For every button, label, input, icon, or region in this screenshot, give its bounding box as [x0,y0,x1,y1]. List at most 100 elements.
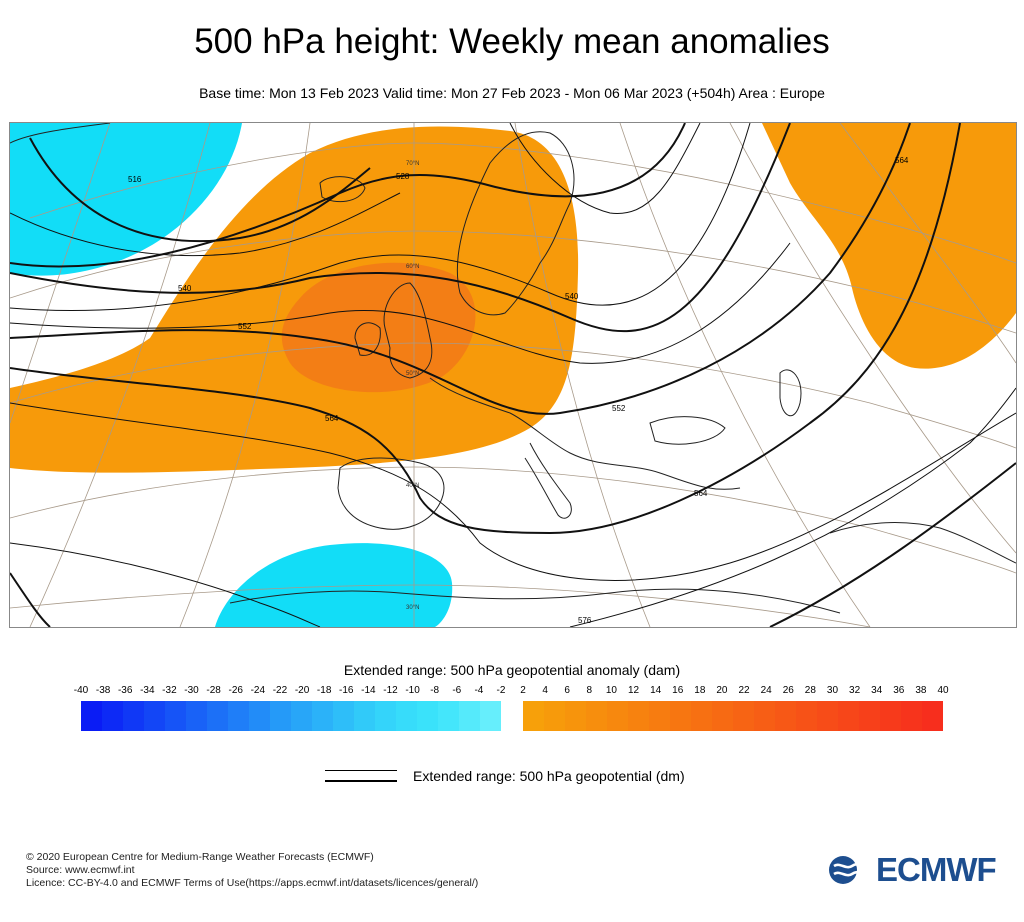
colorbar-positive-cell [880,701,901,731]
colorbar-negative-cell [417,701,438,731]
colorbar-positive-cell [544,701,565,731]
colorbar-positive-cell [712,701,733,731]
colorbar-positive-cell [607,701,628,731]
contour-label-576: 576 [578,616,592,625]
colorbar-positive-cell [565,701,586,731]
positive-anomaly-west-europe [10,126,579,473]
iberia-coast [337,457,445,530]
colorbar-negative-cell [165,701,186,731]
colorbar-negative-cell [375,701,396,731]
colorbar-negative [81,701,501,731]
colorbar-positive-cell [901,701,922,731]
contour-576 [10,572,51,627]
colorbar-tick-label: -18 [316,685,332,696]
colorbar-negative-cell [354,701,375,731]
colorbar-tick-label: 24 [760,685,772,696]
colorbar-tick-label: -28 [206,685,221,696]
colorbar-tick-label: -10 [405,685,420,696]
contour-thin-5 [10,542,321,627]
colorbar-tick-label: -4 [474,685,484,696]
italy-coast [524,442,572,519]
contour-label-552-west: 552 [238,322,252,331]
contour-552 [10,123,911,415]
colorbar-tick-label: -26 [228,685,243,696]
colorbar-negative-cell [459,701,480,731]
colorbar-negative-cell [438,701,459,731]
colorbar-positive-cell [691,701,712,731]
colorbar-tick-label: -12 [383,685,398,696]
legend-line-thin [325,770,397,771]
latitude-label-70: 70°N [406,161,419,167]
ecmwf-logo[interactable]: ECMWF [828,851,997,888]
positive-anomaly-core [281,262,476,393]
colorbar-positive-cell [817,701,838,731]
colorbar-positive [523,701,943,731]
chart-subtitle: Base time: Mon 13 Feb 2023 Valid time: M… [199,85,825,101]
colorbar-negative-cell [396,701,417,731]
latitude-label-50: 50°N [406,371,419,377]
contour-label-516: 516 [128,175,142,184]
colorbar-tick-label: 6 [564,685,570,696]
colorbar-negative-cell [207,701,228,731]
colorbar-tick-label: -2 [496,685,506,696]
colorbar-positive-cell [838,701,859,731]
latitude-label-30: 30°N [406,605,419,611]
colorbar-tick-label: -14 [361,685,376,696]
colorbar-tick-label: -40 [73,685,89,696]
colorbar-tick-label: -6 [452,685,462,696]
colorbar-negative-cell [144,701,165,731]
contour-540 [10,123,791,333]
colorbar-negative-cell [291,701,312,731]
colorbar-tick-label: 32 [849,685,861,696]
colorbar-positive-cell [775,701,796,731]
ireland-coast [354,322,381,356]
colorbar-tick-label: -34 [140,685,155,696]
contour-label-group: 516 528 540 540 552 552 564 564 564 576 [128,156,909,625]
ecmwf-logo-text: ECMWF [876,851,997,888]
north-africa-coast [229,588,841,614]
black-sea-coast [649,416,726,445]
colorbar-negative-cell [480,701,501,731]
footer-licence: Licence: CC-BY-4.0 and ECMWF Terms of Us… [26,877,479,889]
contour-thin-3 [10,242,791,364]
colorbar-tick-label: 26 [782,685,794,696]
colorbar-negative-cell [123,701,144,731]
graticule [10,123,1016,627]
legend-line-thick [325,780,397,782]
colorbar-tick-label: 18 [694,685,706,696]
contour-528 [10,123,686,268]
europe-anomaly-map[interactable]: 516 528 540 540 552 552 564 564 564 576 … [9,122,1017,628]
anomaly-fills [10,123,1016,627]
geopotential-contours [10,123,1016,627]
colorbar-tick-label: 40 [937,685,949,696]
colorbar-negative-cell [102,701,123,731]
contour-label-540-west: 540 [178,284,192,293]
contour-label-564-northeast: 564 [895,156,909,165]
colorbar-positive-cell [586,701,607,731]
britain-coast [383,282,433,379]
colorbar-tick-label: -24 [250,685,266,696]
colorbar-tick-label: 22 [738,685,750,696]
colorbar-tick-label: -30 [184,685,199,696]
colorbar-tick-label: -22 [272,685,288,696]
colorbar-tick-label: -8 [430,685,440,696]
colorbar-negative-cell [81,701,102,731]
contour-thin-6 [569,387,1016,627]
colorbar-positive-cell [628,701,649,731]
contour-thin-2 [10,123,751,312]
colorbar-tick-label: 4 [542,685,548,696]
caspian-coast [779,369,802,416]
positive-anomaly-east [762,123,1016,369]
footer-source: Source: www.ecmwf.int [26,864,135,876]
colorbar-tick-label: 8 [586,685,593,696]
negative-anomaly-northwest [10,123,242,276]
colorbar-tick-label: -38 [95,685,111,696]
colorbar-negative-cell [333,701,354,731]
footer-copyright: © 2020 European Centre for Medium-Range … [26,851,374,863]
colorbar-tick-label: 38 [915,685,927,696]
contour-label-540-east: 540 [565,292,579,301]
colorbar-tick-label: 12 [627,685,640,696]
coastlines [10,123,1016,614]
colorbar-ticks: -40 -38 -36 -34 -32 -30 -28 -26 -24 -22 -20 -18 -16-… [0,685,1024,699]
legend-label: Extended range: 500 hPa geopotential (dm… [413,768,685,784]
